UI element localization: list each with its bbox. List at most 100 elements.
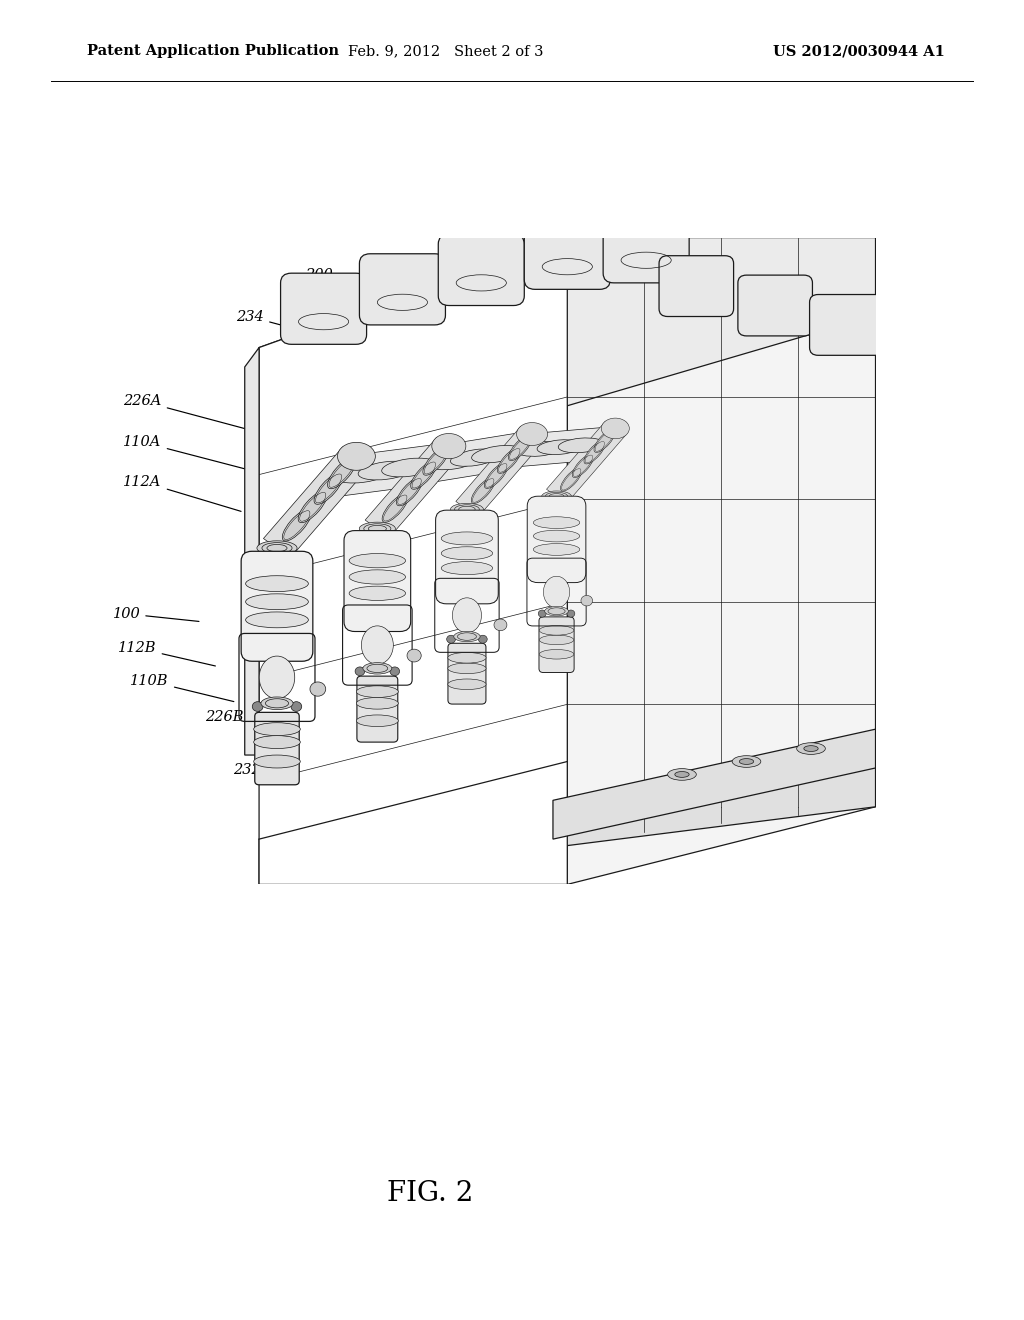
Ellipse shape bbox=[355, 667, 365, 676]
Ellipse shape bbox=[265, 698, 289, 708]
Polygon shape bbox=[547, 421, 626, 503]
Ellipse shape bbox=[471, 478, 496, 503]
Ellipse shape bbox=[349, 553, 406, 568]
Ellipse shape bbox=[338, 442, 376, 470]
Ellipse shape bbox=[516, 442, 561, 457]
Polygon shape bbox=[259, 238, 567, 884]
Ellipse shape bbox=[581, 595, 593, 606]
Ellipse shape bbox=[453, 598, 481, 632]
Ellipse shape bbox=[594, 429, 615, 453]
Ellipse shape bbox=[516, 422, 548, 445]
Ellipse shape bbox=[356, 686, 398, 697]
Ellipse shape bbox=[447, 652, 486, 663]
Ellipse shape bbox=[546, 492, 567, 500]
FancyBboxPatch shape bbox=[527, 496, 586, 582]
FancyBboxPatch shape bbox=[344, 531, 411, 631]
Ellipse shape bbox=[494, 619, 507, 631]
Ellipse shape bbox=[540, 626, 573, 635]
Text: US 2012/0030944 A1: US 2012/0030944 A1 bbox=[773, 44, 945, 58]
Ellipse shape bbox=[534, 544, 580, 556]
Text: 226A: 226A bbox=[124, 395, 258, 432]
Ellipse shape bbox=[459, 507, 475, 512]
FancyBboxPatch shape bbox=[242, 552, 313, 661]
FancyBboxPatch shape bbox=[524, 218, 610, 289]
Polygon shape bbox=[456, 426, 543, 517]
Text: 226B: 226B bbox=[205, 710, 297, 743]
Ellipse shape bbox=[447, 678, 486, 689]
Ellipse shape bbox=[572, 454, 594, 478]
FancyBboxPatch shape bbox=[255, 713, 299, 785]
Text: Patent Application Publication: Patent Application Publication bbox=[87, 44, 339, 58]
Ellipse shape bbox=[797, 743, 825, 755]
Polygon shape bbox=[245, 347, 259, 755]
Ellipse shape bbox=[446, 635, 456, 643]
Polygon shape bbox=[259, 762, 876, 884]
FancyBboxPatch shape bbox=[435, 510, 499, 603]
Ellipse shape bbox=[534, 517, 580, 528]
Text: FIG. 2: FIG. 2 bbox=[387, 1180, 473, 1206]
Ellipse shape bbox=[349, 570, 406, 585]
FancyBboxPatch shape bbox=[738, 275, 812, 335]
Polygon shape bbox=[567, 238, 876, 884]
Ellipse shape bbox=[739, 759, 754, 764]
Ellipse shape bbox=[396, 478, 423, 506]
FancyBboxPatch shape bbox=[603, 211, 689, 282]
Ellipse shape bbox=[283, 510, 311, 541]
Ellipse shape bbox=[458, 632, 476, 640]
Ellipse shape bbox=[732, 755, 761, 767]
Ellipse shape bbox=[542, 491, 571, 502]
Ellipse shape bbox=[538, 440, 583, 454]
Ellipse shape bbox=[451, 449, 500, 466]
Ellipse shape bbox=[544, 577, 569, 607]
Ellipse shape bbox=[407, 649, 421, 661]
Ellipse shape bbox=[441, 561, 493, 574]
Ellipse shape bbox=[356, 697, 398, 709]
Text: Feb. 9, 2012   Sheet 2 of 3: Feb. 9, 2012 Sheet 2 of 3 bbox=[348, 44, 543, 58]
Polygon shape bbox=[429, 433, 521, 482]
Ellipse shape bbox=[429, 453, 479, 470]
Ellipse shape bbox=[804, 746, 818, 751]
Ellipse shape bbox=[359, 523, 395, 535]
Ellipse shape bbox=[558, 438, 604, 453]
Ellipse shape bbox=[549, 494, 564, 499]
Text: 110A: 110A bbox=[124, 436, 261, 473]
Ellipse shape bbox=[560, 467, 582, 491]
FancyBboxPatch shape bbox=[539, 616, 574, 672]
Text: 100: 100 bbox=[113, 607, 199, 622]
FancyBboxPatch shape bbox=[447, 643, 486, 704]
FancyBboxPatch shape bbox=[659, 256, 733, 317]
Ellipse shape bbox=[358, 461, 414, 480]
Ellipse shape bbox=[478, 635, 487, 643]
Ellipse shape bbox=[441, 546, 493, 560]
Ellipse shape bbox=[267, 544, 287, 552]
FancyBboxPatch shape bbox=[357, 676, 397, 742]
FancyBboxPatch shape bbox=[438, 235, 524, 305]
Ellipse shape bbox=[540, 635, 573, 644]
Ellipse shape bbox=[362, 663, 392, 675]
Ellipse shape bbox=[259, 656, 295, 698]
Ellipse shape bbox=[369, 525, 386, 532]
Text: 232: 232 bbox=[233, 763, 353, 800]
Ellipse shape bbox=[498, 447, 521, 474]
Ellipse shape bbox=[423, 446, 450, 475]
Ellipse shape bbox=[335, 465, 390, 483]
Ellipse shape bbox=[382, 494, 409, 523]
Polygon shape bbox=[263, 446, 370, 557]
Ellipse shape bbox=[411, 461, 437, 490]
Ellipse shape bbox=[349, 586, 406, 601]
Ellipse shape bbox=[472, 445, 521, 463]
Ellipse shape bbox=[298, 491, 328, 523]
Polygon shape bbox=[336, 445, 436, 496]
Polygon shape bbox=[516, 428, 604, 466]
Ellipse shape bbox=[262, 543, 292, 553]
Text: 234: 234 bbox=[237, 310, 366, 347]
Text: 112A: 112A bbox=[124, 475, 241, 511]
Ellipse shape bbox=[584, 441, 605, 463]
Ellipse shape bbox=[567, 610, 574, 618]
Ellipse shape bbox=[257, 541, 297, 556]
Ellipse shape bbox=[548, 607, 565, 615]
Ellipse shape bbox=[534, 531, 580, 543]
Ellipse shape bbox=[454, 631, 480, 642]
Ellipse shape bbox=[252, 702, 263, 711]
FancyBboxPatch shape bbox=[359, 253, 445, 325]
